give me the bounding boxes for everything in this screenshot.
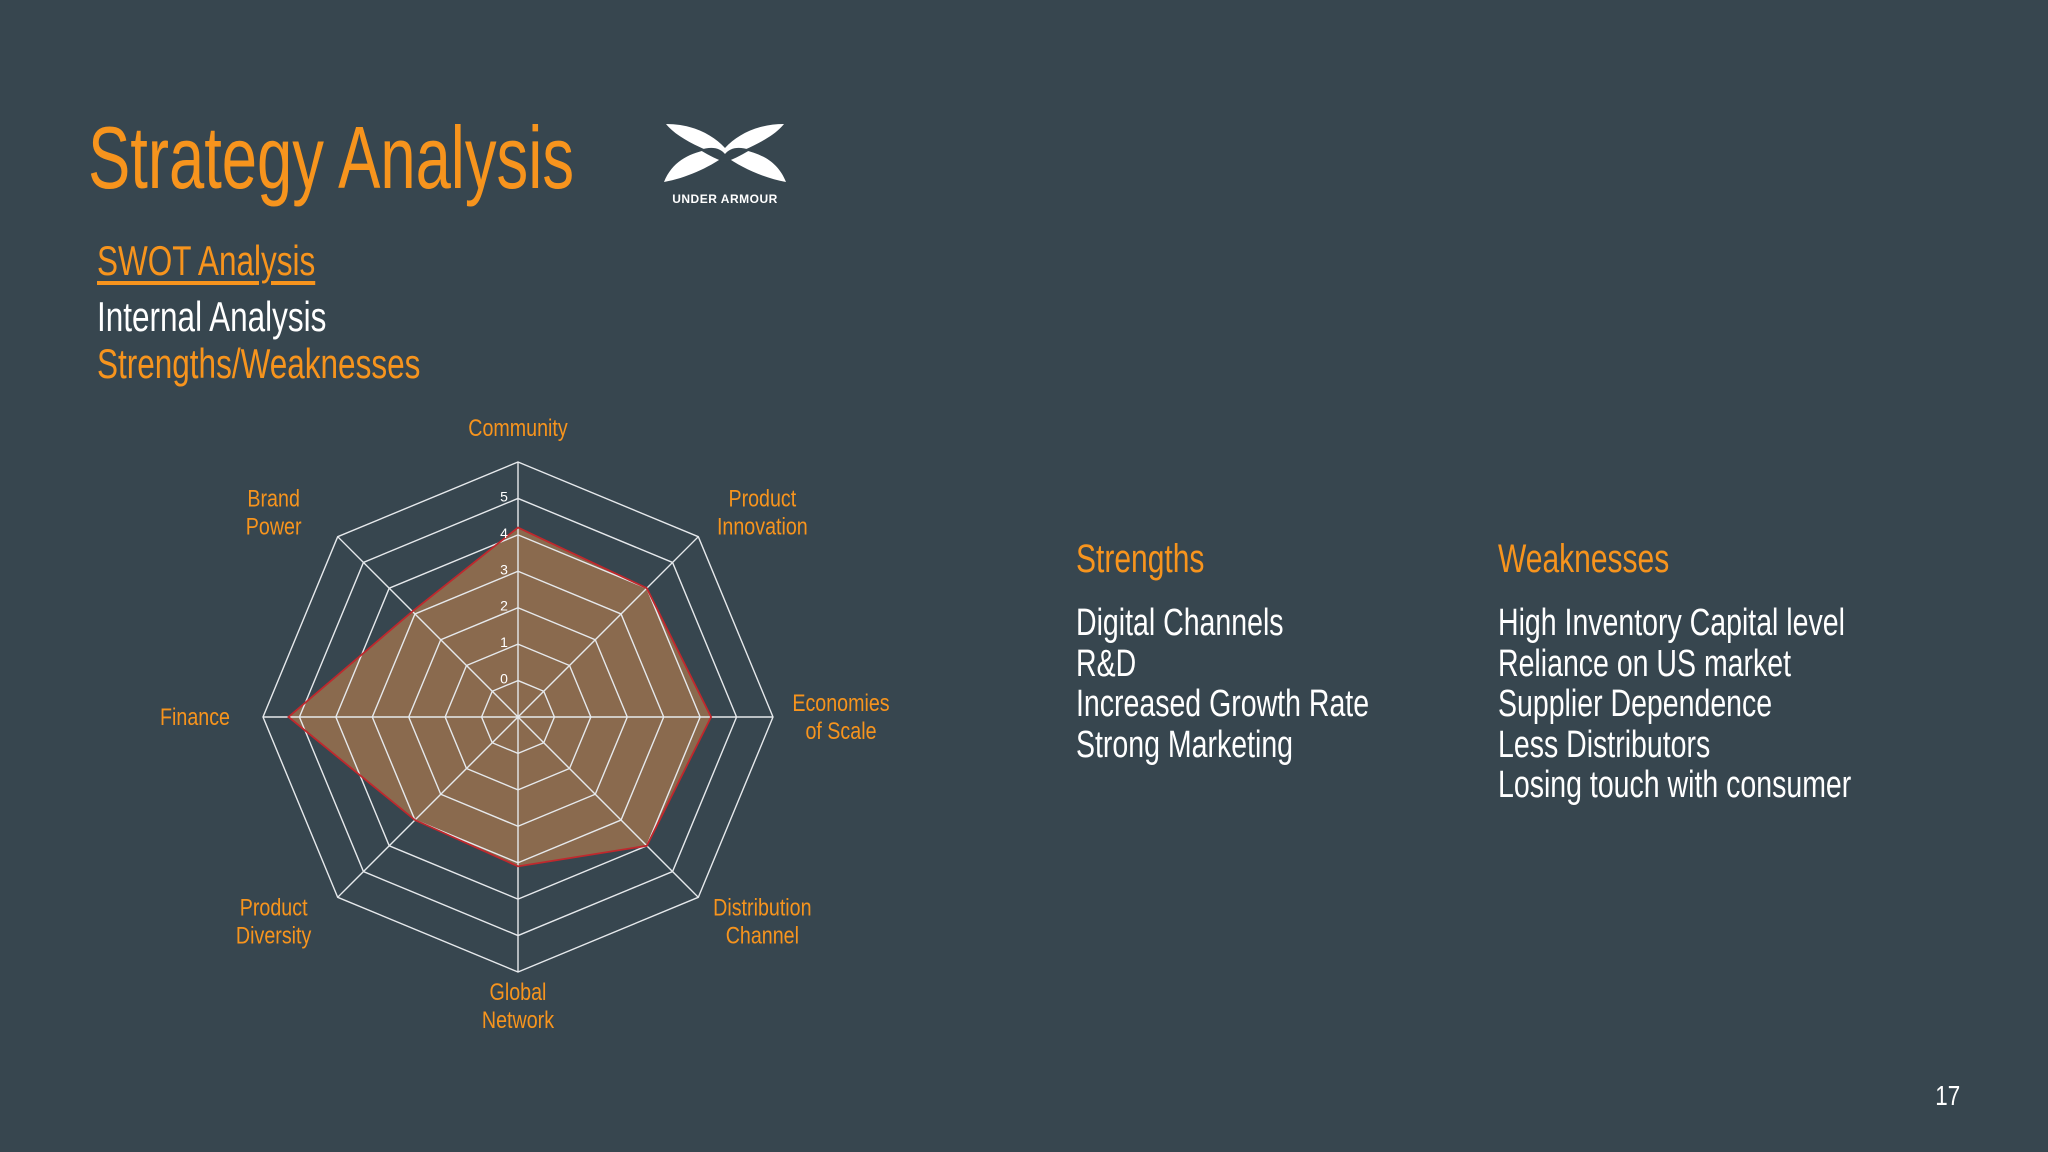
radar-axis-label-line: Product (240, 893, 308, 920)
radar-spoke (517, 716, 699, 898)
radar-tick-label: 0 (500, 671, 508, 687)
radar-tick-label: 2 (500, 598, 508, 614)
radar-axis-label: Economies of Scale (792, 689, 889, 744)
strengths-list: Digital Channels R&D Increased Growth Ra… (1076, 603, 1467, 765)
slide-title: Strategy Analysis (88, 108, 574, 207)
strengths-weaknesses-subtitle: Strengths/Weaknesses (97, 340, 421, 387)
radar-axis-label-line: Finance (160, 703, 230, 730)
weakness-item: High Inventory Capital level (1498, 602, 1845, 644)
radar-axis-label: Product Innovation (717, 485, 808, 540)
weaknesses-column: Weaknesses High Inventory Capital level … (1498, 535, 1969, 806)
weakness-item: Supplier Dependence (1498, 683, 1773, 725)
strength-item: Digital Channels (1076, 602, 1284, 644)
internal-analysis-subtitle: Internal Analysis (97, 293, 327, 340)
radar-axis-label-line: Network (482, 1006, 554, 1033)
radar-axis-label: Global Network (482, 978, 554, 1033)
radar-series-area (288, 527, 712, 867)
radar-axis-label: Finance (160, 703, 230, 730)
radar-axis-label: Brand Power (246, 485, 302, 540)
radar-axis-label-line: Economies (792, 689, 889, 716)
radar-axis-label: Distribution Channel (713, 893, 811, 948)
radar-axis-label-line: of Scale (805, 717, 876, 744)
strengths-column: Strengths Digital Channels R&D Increased… (1076, 535, 1467, 765)
radar-spoke (517, 536, 699, 718)
radar-axis-label-line: Innovation (717, 513, 808, 540)
radar-tick-label: 3 (500, 561, 508, 577)
weakness-item: Less Distributors (1498, 723, 1711, 766)
radar-axis-label-line: Brand (247, 485, 300, 512)
weakness-item: Reliance on US market (1498, 642, 1792, 685)
strength-item: Strong Marketing (1076, 723, 1294, 766)
radar-axis-label-line: Diversity (236, 921, 311, 948)
radar-axis-label: Community (468, 414, 568, 441)
radar-tick-label: 5 (500, 488, 508, 504)
strengths-heading: Strengths (1076, 537, 1205, 581)
radar-axis-label-line: Product (728, 485, 796, 512)
swot-analysis-link[interactable]: SWOT Analysis (97, 237, 316, 284)
radar-tick-label: 4 (500, 525, 508, 541)
radar-axis-label-line: Community (468, 414, 568, 441)
logo-wordmark: UNDER ARMOUR (672, 192, 778, 206)
strength-item: R&D (1076, 642, 1137, 685)
under-armour-logo: UNDER ARMOUR (652, 120, 798, 210)
radar-tick-label: 1 (500, 634, 508, 650)
under-armour-logo-icon (664, 124, 786, 182)
strength-item: Increased Growth Rate (1076, 683, 1370, 725)
radar-axis-label-line: Distribution (713, 893, 811, 920)
radar-axis-label-line: Channel (726, 921, 799, 948)
weaknesses-list: High Inventory Capital level Reliance on… (1498, 603, 1969, 806)
radar-axis-label-line: Power (246, 513, 302, 540)
radar-axis-label-line: Global (490, 978, 547, 1005)
weakness-item: Losing touch with consumer (1498, 764, 1852, 806)
radar-spoke (337, 716, 519, 898)
radar-axis-label: Product Diversity (236, 893, 311, 948)
radar-spoke (337, 536, 519, 718)
page-number: 17 (1935, 1080, 1960, 1111)
weaknesses-heading: Weaknesses (1498, 537, 1670, 581)
radar-series-line (287, 526, 713, 868)
